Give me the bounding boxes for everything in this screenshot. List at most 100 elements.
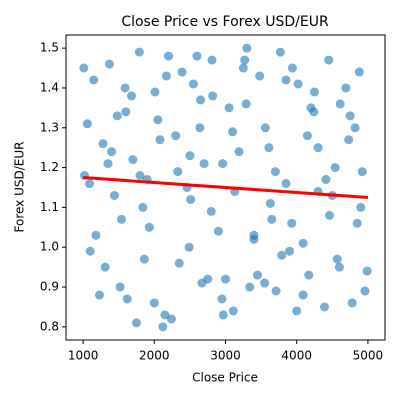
point bbox=[160, 310, 170, 320]
point bbox=[234, 147, 244, 157]
point bbox=[292, 306, 302, 316]
point bbox=[271, 286, 281, 296]
point bbox=[281, 179, 291, 189]
point bbox=[319, 302, 329, 312]
x-tick-label: 3000 bbox=[210, 349, 241, 363]
point bbox=[131, 318, 141, 328]
point bbox=[135, 171, 145, 181]
point bbox=[218, 159, 228, 169]
point bbox=[107, 147, 117, 157]
point bbox=[127, 91, 137, 101]
point bbox=[332, 254, 342, 264]
x-tick-label: 2000 bbox=[139, 349, 170, 363]
point bbox=[122, 294, 132, 304]
point bbox=[115, 282, 125, 292]
point bbox=[302, 131, 312, 141]
point bbox=[207, 55, 217, 65]
point bbox=[275, 47, 285, 57]
point bbox=[357, 167, 367, 177]
plot-frame bbox=[65, 34, 386, 341]
point bbox=[150, 87, 160, 97]
point bbox=[128, 155, 138, 165]
y-tick-label: 1.2 bbox=[40, 160, 59, 174]
point bbox=[171, 131, 181, 141]
y-tick-label: 1.3 bbox=[40, 120, 59, 134]
point bbox=[321, 175, 331, 185]
point bbox=[298, 290, 308, 300]
point bbox=[98, 139, 108, 149]
point bbox=[334, 262, 344, 272]
point bbox=[158, 322, 168, 332]
y-tick-label: 1.0 bbox=[40, 240, 59, 254]
point bbox=[298, 238, 308, 248]
point bbox=[255, 71, 265, 81]
point bbox=[285, 246, 295, 256]
point bbox=[192, 51, 202, 61]
point bbox=[188, 79, 198, 89]
point bbox=[196, 95, 206, 105]
y-tick-label: 1.4 bbox=[40, 80, 59, 94]
point bbox=[245, 282, 255, 292]
point bbox=[218, 310, 228, 320]
point bbox=[267, 214, 277, 224]
point bbox=[238, 63, 248, 73]
point bbox=[270, 167, 280, 177]
point bbox=[174, 258, 184, 268]
point bbox=[241, 99, 251, 109]
point bbox=[103, 159, 113, 169]
point bbox=[350, 123, 360, 133]
point bbox=[208, 91, 218, 101]
point bbox=[352, 218, 362, 228]
point bbox=[149, 298, 159, 308]
point bbox=[120, 83, 130, 93]
y-tick-label: 0.8 bbox=[40, 319, 59, 333]
point bbox=[356, 202, 366, 212]
point bbox=[139, 254, 149, 264]
point bbox=[217, 294, 227, 304]
point bbox=[213, 226, 223, 236]
point bbox=[85, 246, 95, 256]
point bbox=[354, 67, 364, 77]
y-tick-label: 1.1 bbox=[40, 200, 59, 214]
point bbox=[324, 55, 334, 65]
point bbox=[134, 47, 144, 57]
y-tick-label: 0.9 bbox=[40, 280, 59, 294]
point bbox=[253, 270, 263, 280]
point bbox=[144, 222, 154, 232]
point bbox=[82, 119, 92, 129]
trend-line bbox=[82, 176, 369, 199]
point bbox=[362, 266, 372, 276]
point bbox=[347, 298, 357, 308]
point bbox=[228, 127, 238, 137]
point bbox=[89, 75, 99, 85]
point bbox=[173, 167, 183, 177]
point bbox=[186, 194, 196, 204]
point bbox=[287, 218, 297, 228]
point bbox=[277, 250, 287, 260]
point bbox=[360, 286, 370, 296]
point bbox=[84, 179, 94, 189]
point bbox=[344, 135, 354, 145]
point bbox=[138, 202, 148, 212]
point bbox=[293, 79, 303, 89]
point bbox=[195, 123, 205, 133]
x-tick-label: 5000 bbox=[353, 349, 384, 363]
point bbox=[310, 87, 320, 97]
point bbox=[100, 262, 110, 272]
point bbox=[203, 274, 213, 284]
point bbox=[341, 83, 351, 93]
point bbox=[345, 111, 355, 121]
y-axis-label: Forex USD/EUR bbox=[13, 142, 27, 233]
point bbox=[221, 274, 230, 284]
point bbox=[306, 103, 316, 113]
point bbox=[324, 210, 334, 220]
point bbox=[304, 270, 314, 280]
point bbox=[265, 198, 275, 208]
point bbox=[177, 67, 187, 77]
y-tick-label: 1.5 bbox=[40, 41, 59, 55]
point bbox=[112, 111, 122, 121]
point bbox=[335, 99, 345, 109]
point bbox=[161, 71, 171, 81]
point bbox=[109, 190, 119, 200]
